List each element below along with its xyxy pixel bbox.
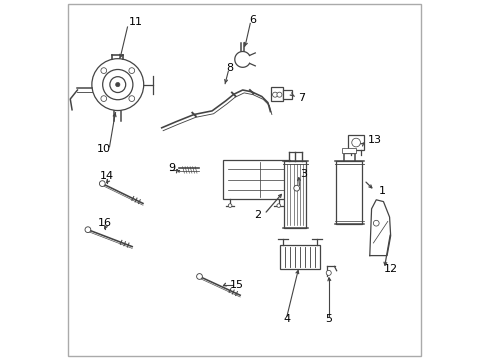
Circle shape [129,96,134,102]
Bar [347,135,364,150]
Circle shape [129,68,134,73]
Text: 15: 15 [229,280,243,290]
Circle shape [276,204,280,207]
Text: 16: 16 [98,218,112,228]
Text: 8: 8 [225,63,232,73]
Circle shape [351,138,360,147]
Circle shape [325,270,330,275]
Text: 2: 2 [254,210,261,220]
Circle shape [115,82,120,87]
Bar [336,161,362,224]
Text: 13: 13 [367,135,381,145]
Bar [279,245,320,269]
Text: 6: 6 [248,15,255,25]
Bar [342,148,355,153]
Circle shape [92,59,143,111]
Bar [284,161,306,228]
Text: 9: 9 [168,163,175,174]
Bar [271,87,283,101]
Text: 4: 4 [283,314,290,324]
Circle shape [85,227,91,233]
Text: 5: 5 [325,314,332,324]
Circle shape [101,96,106,102]
Circle shape [196,274,202,279]
Circle shape [272,92,277,97]
Circle shape [110,77,125,93]
Circle shape [276,92,282,97]
Text: 3: 3 [300,168,307,179]
Text: 10: 10 [97,144,111,154]
Text: 7: 7 [298,93,305,103]
Bar [223,160,289,199]
Bar [283,90,291,99]
Circle shape [99,181,105,186]
Circle shape [373,220,378,226]
Text: 11: 11 [128,17,142,27]
Text: 14: 14 [100,171,114,181]
Circle shape [228,204,231,207]
Circle shape [101,68,106,73]
Text: 1: 1 [378,186,385,196]
Text: 12: 12 [384,264,398,274]
Circle shape [293,185,299,191]
Circle shape [102,69,133,100]
